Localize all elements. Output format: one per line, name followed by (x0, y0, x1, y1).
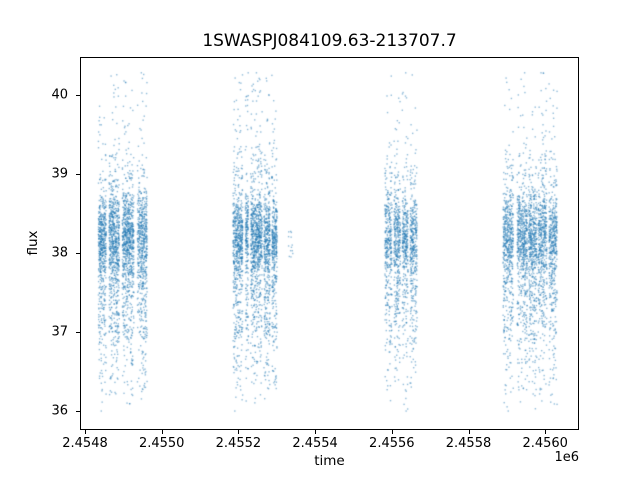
x-tick-label: 2.4556 (369, 436, 415, 451)
y-tick-label: 36 (51, 403, 68, 419)
x-axis-tick (545, 430, 547, 434)
y-tick-label: 38 (51, 245, 68, 261)
y-tick-label: 40 (51, 87, 68, 103)
x-axis-label: time (314, 453, 345, 469)
y-axis-tick (76, 332, 80, 333)
x-tick-label: 2.4558 (445, 436, 492, 451)
x-axis-tick (161, 430, 163, 434)
y-axis-tick (76, 253, 80, 254)
x-axis-tick (85, 430, 86, 434)
y-axis-tick (76, 411, 80, 412)
x-axis-tick (238, 430, 240, 434)
x-tick-label: 2.4554 (292, 436, 338, 451)
x-tick-label: 2.4560 (522, 436, 568, 451)
axis-offset-label: 1e6 (554, 450, 579, 465)
y-tick-label: 37 (51, 324, 68, 340)
x-axis-tick (391, 430, 393, 434)
x-tick-label: 2.4550 (138, 436, 185, 451)
x-tick-label: 2.4552 (215, 436, 262, 451)
y-axis-tick (76, 174, 80, 175)
plot-title: 1SWASPJ084109.63-213707.7 (202, 31, 457, 51)
y-tick-label: 39 (51, 166, 68, 182)
y-axis-label: flux (25, 230, 41, 256)
x-axis-tick (315, 430, 317, 434)
axes-border (80, 57, 579, 430)
y-axis-tick (76, 94, 80, 96)
x-axis-tick (468, 430, 470, 434)
x-tick-label: 2.4548 (62, 436, 108, 451)
